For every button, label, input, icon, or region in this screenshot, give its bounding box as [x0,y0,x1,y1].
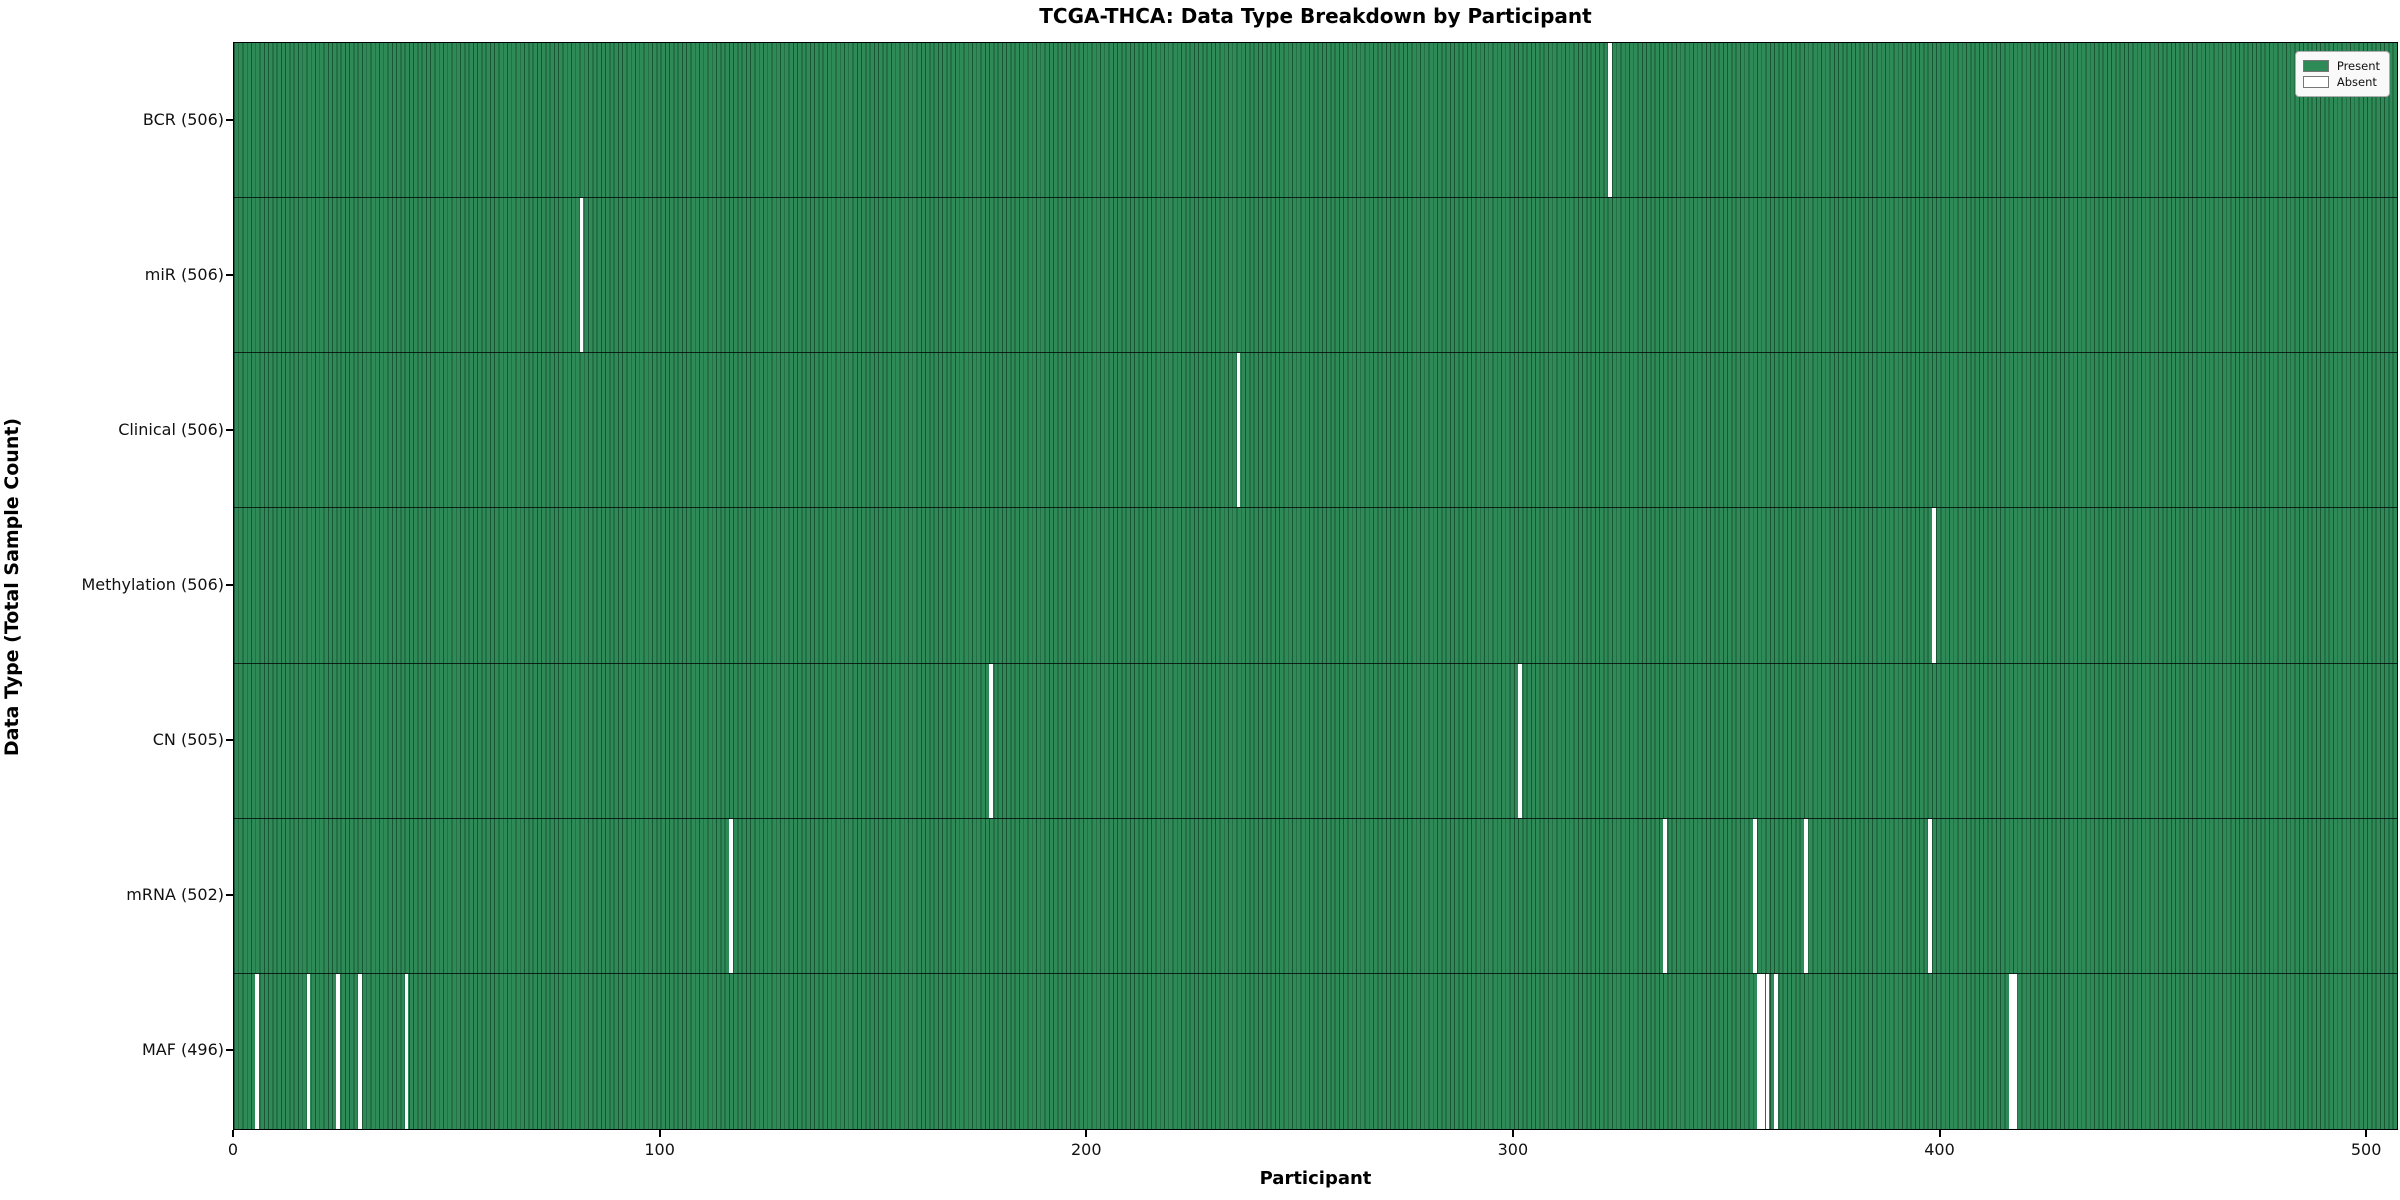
x-tick-label-0: 0 [227,1140,239,1159]
absent-mark-mrna-368 [1803,818,1808,973]
legend-present-label: Present [2336,59,2380,73]
absent-mark-cn-301 [1518,663,1522,818]
x-tick-mark [1511,1130,1514,1137]
x-tick-label-100: 100 [644,1140,675,1159]
row-clinical [234,353,2397,509]
x-tick-label-300: 300 [1497,1140,1529,1159]
y-tick-label-mrna: mRNA (502) [126,885,224,905]
x-tick-mark [232,1130,234,1137]
row-bcr [234,43,2397,199]
absent-mark-maf-29 [357,973,362,1129]
absent-mark-maf-17 [306,973,311,1129]
y-tick-mark [226,428,233,431]
absent-mark-cn-177 [989,663,993,818]
row-maf [234,973,2397,1129]
y-tick-mark [226,739,233,742]
y-tick-label-bcr: BCR (506) [142,109,224,129]
legend: Present Absent [2294,51,2390,97]
absent-mark-bcr-322 [1607,43,1612,198]
absent-mark-mrna-116 [728,818,733,973]
y-tick-label-methylation: Methylation (506) [81,575,224,594]
absent-mark-maf-417 [2013,973,2017,1129]
row-mrna [234,818,2397,974]
x-tick-mark [1938,1130,1941,1137]
absent-mark-maf-24 [336,973,341,1129]
absent-mark-maf-5 [255,973,260,1129]
x-tick-label-400: 400 [1924,1140,1955,1159]
chart-title: TCGA-THCA: Data Type Breakdown by Partic… [1039,4,1592,28]
y-tick-mark [226,1049,233,1052]
y-tick-label-clinical: Clinical (506) [118,419,224,439]
y-tick-mark [226,894,233,897]
absent-mark-mrna-335 [1663,818,1668,973]
x-tick-label-200: 200 [1070,1140,1102,1159]
y-tick-mark [226,273,233,276]
absent-mark-clinical-235 [1236,353,1241,508]
row-cn [234,663,2397,819]
plot-area: Present Absent [233,42,2398,1130]
legend-item-present: Present [2302,59,2380,73]
row-mir [234,198,2397,354]
absent-mark-maf-416 [2008,973,2013,1129]
legend-absent-swatch [2302,76,2329,88]
legend-absent-label: Absent [2336,75,2377,89]
x-tick-mark [2365,1130,2368,1137]
x-tick-mark [658,1130,661,1137]
absent-mark-mrna-397 [1927,818,1932,973]
row-methylation [234,508,2397,664]
legend-item-absent: Absent [2302,75,2380,89]
y-tick-label-maf: MAF (496) [141,1040,224,1060]
absent-mark-maf-358 [1761,973,1766,1129]
x-tick-mark [1085,1130,1088,1137]
x-axis-label: Participant [1259,1168,1372,1189]
absent-mark-maf-359 [1765,973,1770,1129]
absent-mark-mir-81 [579,198,584,353]
legend-present-swatch [2302,60,2329,72]
y-tick-mark [226,118,233,121]
absent-mark-maf-361 [1774,973,1778,1129]
absent-mark-mrna-356 [1752,818,1757,973]
absent-mark-maf-40 [404,973,409,1129]
y-tick-label-cn: CN (505) [152,730,224,750]
y-tick-label-mir: miR (506) [144,264,224,284]
x-tick-label-500: 500 [2350,1140,2382,1159]
y-tick-mark [226,584,233,586]
absent-mark-maf-357 [1757,973,1761,1129]
absent-mark-methylation-398 [1931,508,1936,663]
